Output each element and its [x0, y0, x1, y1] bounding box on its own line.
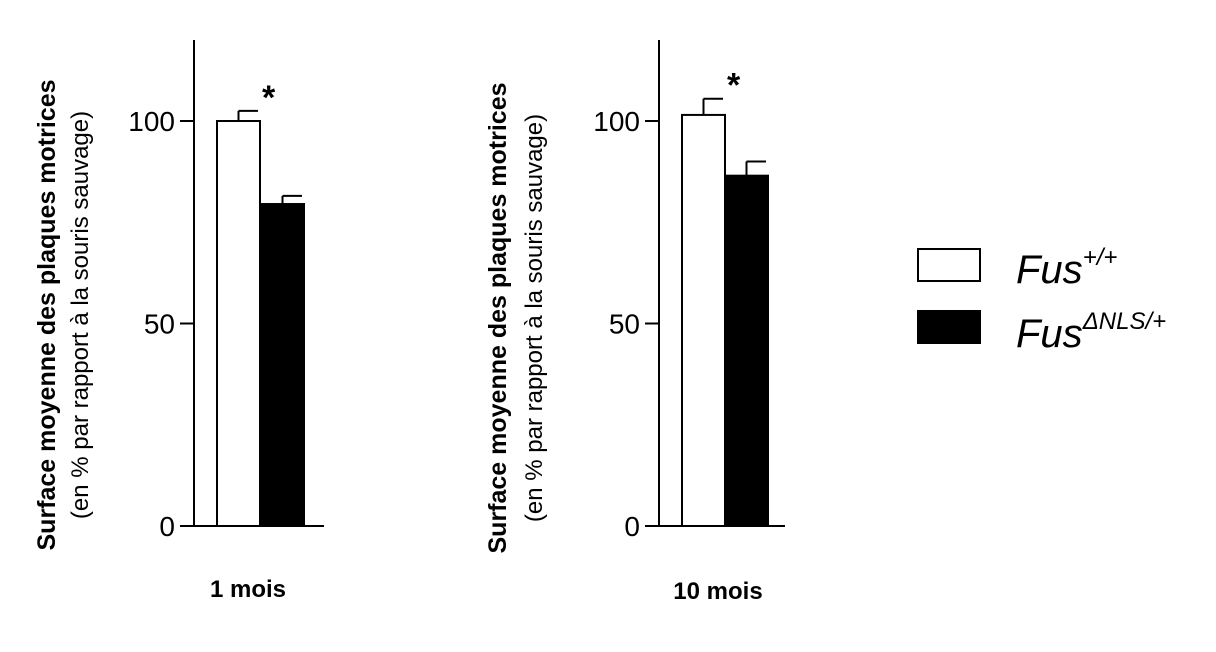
y-axis-label: Surface moyenne des plaques motrices	[33, 79, 61, 550]
y-axis-sublabel: (en % par rapport à la souris sauvage)	[67, 111, 94, 519]
x-axis-label: 1 mois	[210, 576, 286, 603]
y-tick-label: 50	[144, 309, 175, 340]
legend-label-superscript: +/+	[1083, 244, 1118, 271]
y-tick-label: 50	[609, 309, 640, 340]
y-tick-label: 100	[128, 106, 175, 137]
legend-swatch	[917, 248, 981, 282]
y-axis-sublabel: (en % par rapport à la souris sauvage)	[521, 114, 548, 522]
significance-marker: *	[262, 79, 276, 117]
bar-wildtype	[216, 120, 261, 527]
legend-label: FusΔNLS/+	[1016, 308, 1166, 356]
y-tick-label: 0	[624, 511, 640, 542]
chart-panel-1: 0 50 100 * Surface moyenne des plaques motri…	[33, 40, 324, 603]
x-axis-label: 10 mois	[673, 578, 762, 605]
y-tick-label: 100	[593, 106, 640, 137]
chart-panel-2: 0 50 100 * Surface moyenne des plaques motri…	[484, 40, 785, 605]
legend-label-superscript: ΔNLS/+	[1082, 308, 1166, 335]
legend: Fus+/+ FusΔNLS/+	[917, 244, 1166, 356]
y-tick-label: 0	[159, 511, 175, 542]
bar-mutant	[724, 174, 769, 528]
y-axis-label: Surface moyenne des plaques motrices	[484, 82, 512, 553]
significance-marker: *	[727, 67, 741, 105]
legend-swatch	[917, 310, 981, 344]
legend-label: Fus+/+	[1016, 244, 1117, 292]
bar-wildtype	[681, 113, 726, 528]
bar-mutant	[260, 203, 305, 527]
